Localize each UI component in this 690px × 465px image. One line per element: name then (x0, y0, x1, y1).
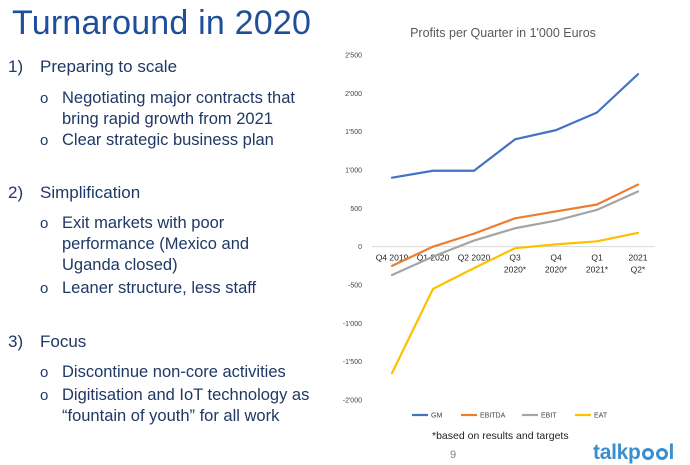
x-tick-label: 2020* (504, 265, 527, 275)
bullet-text: Exit markets with poor performance (Mexi… (62, 214, 250, 274)
bullet-text: Clear strategic business plan (62, 131, 274, 149)
y-tick-label: -500 (348, 283, 362, 290)
chart-title: Profits per Quarter in 1'000 Euros (410, 26, 596, 40)
x-tick-label: 2020* (545, 265, 568, 275)
slide-title: Turnaround in 2020 (12, 4, 312, 42)
x-tick-label: Q3 (509, 253, 521, 263)
bullet-3-1: o Discontinue non-core activities (40, 362, 322, 383)
footnote: *based on results and targets (432, 430, 569, 442)
x-tick-label: 2021 (629, 253, 648, 263)
bullet-marker: o (40, 280, 49, 297)
y-tick-label: -1'000 (343, 321, 362, 328)
series-line-gm (390, 73, 640, 179)
y-tick-label: 0 (358, 244, 362, 251)
logo-ring-icon (655, 448, 668, 460)
section-1-number: 1) (8, 57, 24, 76)
x-tick-label: 2021* (586, 265, 609, 275)
y-tick-label: 500 (350, 206, 362, 213)
section-2-heading: 2) Simplification (8, 183, 140, 203)
bullet-text: Leaner structure, less staff (62, 279, 257, 297)
legend-label-eat: EAT (594, 413, 608, 420)
y-tick-label: 2'500 (345, 53, 362, 60)
bullet-marker: o (40, 90, 49, 107)
bullet-marker: o (40, 364, 49, 381)
section-2-number: 2) (8, 183, 24, 202)
y-tick-label: 1'500 (345, 129, 362, 136)
x-tick-label: Q2* (631, 265, 646, 275)
series-line-ebitda (390, 183, 640, 267)
legend-label-ebitda: EBITDA (480, 413, 506, 420)
y-tick-label: 1'000 (345, 168, 362, 175)
section-3-number: 3) (8, 332, 24, 351)
bullet-text: Negotiating major contracts that bring r… (62, 89, 295, 128)
x-tick-label: Q4 (550, 253, 562, 263)
bullet-marker: o (40, 132, 49, 149)
y-tick-label: -2'000 (343, 398, 362, 405)
series-line-eat (390, 231, 640, 375)
bullet-2-1: o Exit markets with poor performance (Me… (40, 213, 277, 276)
section-3-label: Focus (40, 332, 87, 351)
bullet-1-1: o Negotiating major contracts that bring… (40, 88, 322, 130)
section-2-label: Simplification (40, 183, 141, 202)
legend-label-gm: GM (431, 413, 442, 420)
page-number: 9 (450, 449, 457, 461)
logo-ring-icon (641, 448, 654, 460)
x-tick-label: Q2 2020 (458, 253, 491, 263)
logo-text-start: talkp (593, 441, 641, 464)
y-tick-label: 2'000 (345, 91, 362, 98)
bullet-marker: o (40, 387, 49, 404)
x-tick-label: Q1 (591, 253, 603, 263)
bullet-text: Digitisation and IoT technology as “foun… (62, 386, 310, 425)
y-tick-label: -1'500 (343, 359, 362, 366)
bullet-1-2: o Clear strategic business plan (40, 130, 322, 151)
section-3-heading: 3) Focus (8, 332, 86, 352)
legend-label-ebit: EBIT (541, 413, 557, 420)
logo-text-end: l (668, 441, 675, 464)
x-tick-label: Q4 2019 (376, 253, 409, 263)
section-1-heading: 1) Preparing to scale (8, 57, 177, 77)
bullet-3-2: o Digitisation and IoT technology as “fo… (40, 385, 322, 427)
talkpool-logo: talkp l (593, 441, 674, 465)
bullet-2-2: o Leaner structure, less staff (40, 278, 322, 299)
bullet-marker: o (40, 215, 49, 232)
section-1-label: Preparing to scale (40, 57, 178, 76)
series-line-ebit (390, 190, 640, 277)
bullet-text: Discontinue non-core activities (62, 363, 286, 381)
